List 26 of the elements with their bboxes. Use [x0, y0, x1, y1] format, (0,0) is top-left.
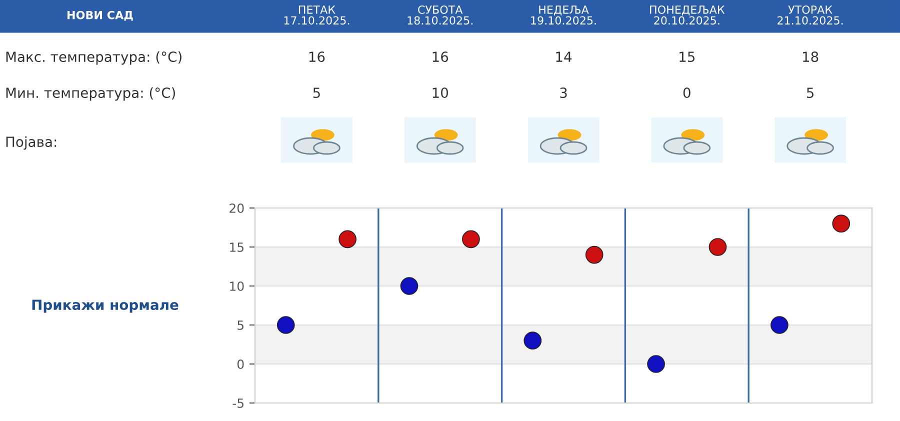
text: ПЕТАК 17.10.2025. [284, 6, 350, 25]
data-label: 3 [560, 88, 567, 98]
data-label: 16 [432, 52, 448, 62]
data-label: 14 [556, 52, 572, 62]
y-tick-label: 15 [230, 242, 244, 252]
data-label: 5 [313, 88, 320, 98]
y-tick-label: -5 [232, 398, 244, 408]
data-label: 10 [432, 88, 448, 98]
data-label: 5 [806, 88, 814, 98]
text: УТОРАК 21.10.2025. [778, 5, 843, 25]
y-tick-label: 20 [230, 203, 244, 213]
text: НОВИ САД [68, 10, 133, 21]
data-label: 15 [680, 52, 695, 62]
y-tick-label: 5 [238, 320, 244, 330]
y-tick-label: 10 [230, 281, 244, 291]
text: Прикажи нормале [32, 300, 178, 313]
text: СУБОТА 18.10.2025. [408, 5, 472, 25]
data-label: 0 [683, 88, 690, 98]
text: Мин. температура: (°C) [6, 87, 176, 101]
text: Појава: [6, 136, 56, 150]
text: ПОНЕДЕЉАК 20.10.2025. [650, 5, 725, 25]
data-label: 18 [802, 52, 818, 62]
text: НЕДЕЉА 19.10.2025. [531, 6, 596, 25]
text: Макс. температура: (°C) [6, 51, 182, 65]
y-tick-label: 0 [237, 359, 244, 369]
data-label: 16 [309, 52, 325, 62]
